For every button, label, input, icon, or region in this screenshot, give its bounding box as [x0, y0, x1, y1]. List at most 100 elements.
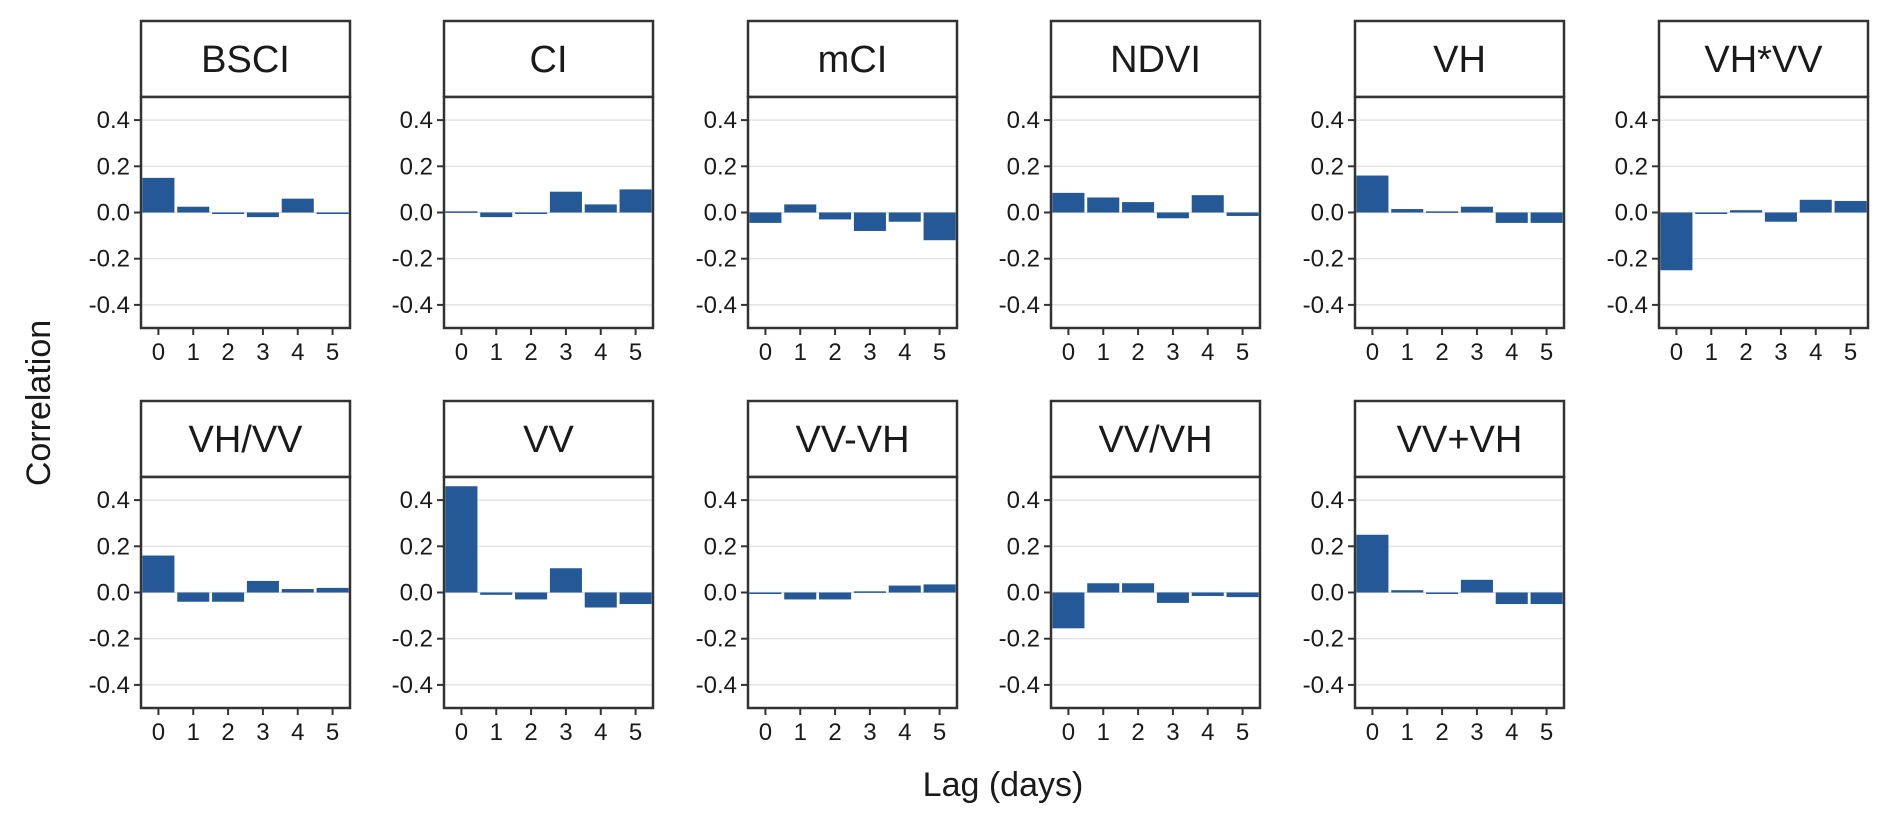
y-tick-label: 0.0 — [704, 580, 737, 607]
x-tick-label: 5 — [629, 339, 642, 366]
x-tick-label: 4 — [291, 339, 304, 366]
y-tick-label: -0.2 — [696, 626, 737, 653]
bar — [1799, 199, 1832, 213]
panel-title: VV/VH — [1098, 419, 1212, 461]
y-tick-label: 0.2 — [1311, 153, 1344, 180]
panel-strip — [1049, 399, 1262, 479]
y-tick-label: 0.0 — [97, 580, 130, 607]
bar — [316, 587, 349, 593]
y-tick-label: 0.0 — [97, 200, 130, 227]
bar — [1226, 212, 1259, 216]
panel-strip — [1657, 19, 1870, 99]
bar — [923, 584, 956, 593]
bar — [1156, 212, 1189, 219]
x-tick-label: 2 — [1435, 719, 1448, 746]
panel-mci: mCI -0.4 -0.2 0.0 0.2 0.4 0 1 2 3 4 5 — [696, 19, 959, 366]
bar — [316, 212, 349, 214]
y-tick-label: 0.4 — [1311, 107, 1344, 134]
bar — [515, 212, 548, 214]
y-tick-label: 0.0 — [1311, 580, 1344, 607]
x-tick-label: 3 — [863, 339, 876, 366]
bar — [1530, 592, 1563, 605]
bar — [888, 212, 921, 222]
x-tick-label: 5 — [1236, 719, 1249, 746]
x-tick-label: 1 — [1097, 719, 1110, 746]
bar — [281, 589, 314, 593]
panel-strip — [1353, 399, 1566, 479]
y-tick-label: -0.4 — [392, 292, 433, 319]
y-tick-label: 0.2 — [400, 153, 433, 180]
panel-title: mCI — [818, 39, 888, 81]
panel-vv-vh: VV-VH -0.4 -0.2 0.0 0.2 0.4 0 1 2 3 4 5 — [696, 399, 959, 746]
bar — [1087, 583, 1120, 593]
bar — [749, 592, 782, 594]
bar — [584, 592, 617, 608]
x-tick-label: 2 — [1131, 339, 1144, 366]
x-tick-label: 5 — [1540, 719, 1553, 746]
x-tick-label: 1 — [187, 719, 200, 746]
x-tick-label: 0 — [1062, 339, 1075, 366]
y-tick-label: 0.4 — [704, 107, 737, 134]
y-tick-label: -0.2 — [89, 246, 130, 273]
y-tick-label: 0.4 — [1007, 107, 1040, 134]
panel-title: CI — [530, 39, 568, 81]
x-tick-label: 0 — [759, 339, 772, 366]
bar — [480, 592, 513, 595]
x-tick-label: 0 — [1366, 719, 1379, 746]
bar — [1122, 583, 1155, 593]
panel-vh: VH -0.4 -0.2 0.0 0.2 0.4 0 1 2 3 4 5 — [1303, 19, 1566, 366]
panel-title: NDVI — [1110, 39, 1201, 81]
x-tick-label: 5 — [1236, 339, 1249, 366]
y-tick-label: -0.4 — [999, 672, 1040, 699]
x-tick-label: 3 — [1774, 339, 1787, 366]
y-tick-label: 0.4 — [97, 487, 130, 514]
panel-title: VV+VH — [1397, 419, 1523, 461]
x-tick-label: 3 — [256, 719, 269, 746]
bar — [1391, 590, 1424, 593]
x-tick-label: 5 — [933, 719, 946, 746]
bar — [619, 189, 652, 213]
x-tick-label: 0 — [1366, 339, 1379, 366]
x-tick-label: 4 — [1505, 339, 1518, 366]
x-tick-label: 3 — [559, 719, 572, 746]
y-tick-label: -0.4 — [696, 292, 737, 319]
x-tick-label: 2 — [221, 719, 234, 746]
bar — [246, 580, 279, 593]
y-tick-label: 0.0 — [1007, 200, 1040, 227]
panel-title: VH — [1433, 39, 1486, 81]
x-tick-label: 5 — [326, 339, 339, 366]
x-tick-label: 4 — [1809, 339, 1822, 366]
x-tick-label: 0 — [1062, 719, 1075, 746]
panel-strip — [139, 399, 352, 479]
bar — [1660, 212, 1693, 271]
y-tick-label: -0.2 — [392, 626, 433, 653]
bar — [1695, 212, 1728, 214]
bar — [584, 204, 617, 213]
bar — [1426, 592, 1459, 594]
panel-title: VH*VV — [1704, 39, 1823, 81]
bar — [1191, 592, 1224, 596]
y-tick-label: -0.2 — [1303, 246, 1344, 273]
panel-strip — [139, 19, 352, 99]
x-tick-label: 2 — [1131, 719, 1144, 746]
x-tick-label: 1 — [794, 339, 807, 366]
y-tick-label: 0.4 — [1615, 107, 1648, 134]
x-tick-label: 3 — [559, 339, 572, 366]
bar — [480, 212, 513, 218]
panel-ndvi: NDVI -0.4 -0.2 0.0 0.2 0.4 0 1 2 3 4 5 — [999, 19, 1262, 366]
y-tick-label: 0.0 — [400, 200, 433, 227]
x-tick-label: 4 — [1201, 339, 1214, 366]
x-tick-label: 5 — [326, 719, 339, 746]
x-tick-label: 1 — [490, 719, 503, 746]
y-tick-label: 0.4 — [400, 107, 433, 134]
bar — [1156, 592, 1189, 603]
x-tick-label: 3 — [1166, 339, 1179, 366]
panel-title: VV-VH — [795, 419, 909, 461]
x-tick-label: 0 — [1670, 339, 1683, 366]
x-tick-label: 4 — [594, 719, 607, 746]
bar — [1530, 212, 1563, 223]
y-tick-label: -0.4 — [89, 672, 130, 699]
bar — [1495, 212, 1528, 223]
bar — [619, 592, 652, 605]
y-tick-label: 0.2 — [1615, 153, 1648, 180]
